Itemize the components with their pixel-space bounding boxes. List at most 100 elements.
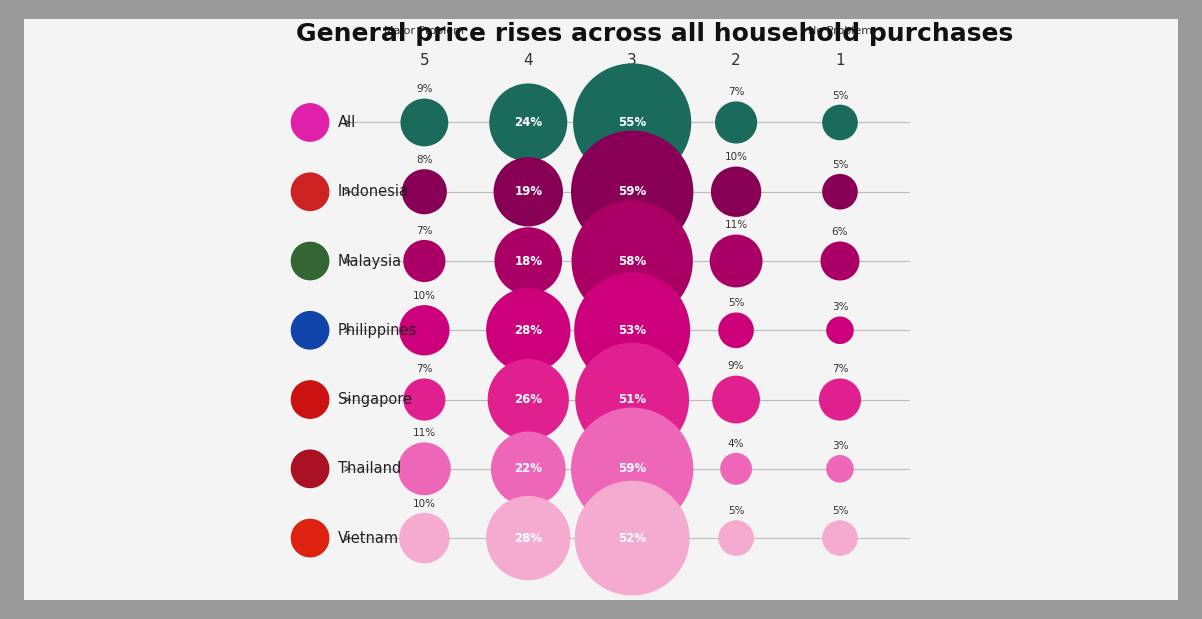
Text: 28%: 28% bbox=[514, 324, 542, 337]
Text: 3%: 3% bbox=[832, 441, 849, 451]
Text: 3: 3 bbox=[627, 53, 637, 68]
Text: 1: 1 bbox=[835, 53, 845, 68]
Circle shape bbox=[719, 313, 754, 348]
Circle shape bbox=[291, 104, 329, 141]
Circle shape bbox=[710, 167, 761, 217]
Text: 59%: 59% bbox=[618, 462, 647, 475]
Text: 53%: 53% bbox=[618, 324, 647, 337]
Text: All: All bbox=[338, 115, 356, 130]
Text: 5%: 5% bbox=[832, 506, 849, 516]
Circle shape bbox=[822, 174, 858, 210]
Text: 10%: 10% bbox=[412, 499, 436, 509]
Circle shape bbox=[571, 131, 694, 253]
Text: Major Problem: Major Problem bbox=[385, 26, 464, 36]
Circle shape bbox=[401, 169, 447, 214]
Text: 8%: 8% bbox=[416, 155, 433, 165]
Text: 4: 4 bbox=[523, 53, 532, 68]
Text: 5%: 5% bbox=[728, 506, 744, 516]
Text: 26%: 26% bbox=[514, 393, 542, 406]
Text: No Problem: No Problem bbox=[808, 26, 871, 36]
Circle shape bbox=[573, 63, 691, 181]
Text: 7%: 7% bbox=[416, 226, 433, 236]
Text: 52%: 52% bbox=[618, 532, 647, 545]
Text: 11%: 11% bbox=[412, 428, 436, 438]
Text: 3%: 3% bbox=[832, 302, 849, 313]
Text: Malaysia: Malaysia bbox=[338, 254, 401, 269]
Circle shape bbox=[712, 376, 760, 423]
Text: Thailand: Thailand bbox=[338, 461, 401, 476]
Circle shape bbox=[571, 408, 694, 530]
Text: Singapore: Singapore bbox=[338, 392, 412, 407]
Circle shape bbox=[404, 378, 446, 421]
Circle shape bbox=[291, 519, 329, 557]
Text: 6%: 6% bbox=[832, 227, 849, 237]
Text: 5%: 5% bbox=[728, 298, 744, 308]
Circle shape bbox=[575, 272, 690, 388]
Text: 9%: 9% bbox=[728, 361, 744, 371]
Circle shape bbox=[486, 496, 571, 580]
Circle shape bbox=[291, 450, 329, 488]
Circle shape bbox=[291, 380, 329, 419]
Text: 5: 5 bbox=[419, 53, 429, 68]
Text: Indonesia: Indonesia bbox=[338, 184, 409, 199]
Text: 10%: 10% bbox=[412, 291, 436, 301]
Circle shape bbox=[486, 288, 571, 373]
Circle shape bbox=[709, 235, 762, 287]
Text: 4%: 4% bbox=[728, 439, 744, 449]
Circle shape bbox=[291, 519, 329, 558]
Circle shape bbox=[494, 157, 563, 227]
Text: 7%: 7% bbox=[832, 365, 849, 374]
Circle shape bbox=[490, 431, 566, 506]
Text: 59%: 59% bbox=[618, 185, 647, 198]
Text: 51%: 51% bbox=[618, 393, 647, 406]
Circle shape bbox=[291, 381, 329, 418]
Circle shape bbox=[821, 241, 859, 280]
Text: 11%: 11% bbox=[725, 220, 748, 230]
Text: 7%: 7% bbox=[728, 87, 744, 97]
Text: 19%: 19% bbox=[514, 185, 542, 198]
Circle shape bbox=[720, 453, 752, 485]
Text: 55%: 55% bbox=[618, 116, 647, 129]
Circle shape bbox=[291, 172, 329, 211]
Circle shape bbox=[576, 343, 689, 456]
Circle shape bbox=[715, 102, 757, 144]
Circle shape bbox=[399, 513, 450, 563]
Circle shape bbox=[822, 521, 858, 556]
Circle shape bbox=[826, 455, 853, 483]
Text: Philippines: Philippines bbox=[338, 322, 417, 338]
Circle shape bbox=[571, 201, 692, 322]
Circle shape bbox=[291, 103, 329, 142]
Circle shape bbox=[291, 449, 329, 488]
Circle shape bbox=[400, 98, 448, 146]
Circle shape bbox=[291, 241, 329, 280]
Text: 2: 2 bbox=[731, 53, 740, 68]
Circle shape bbox=[404, 240, 446, 282]
FancyBboxPatch shape bbox=[12, 13, 1190, 606]
Circle shape bbox=[488, 359, 569, 440]
Text: General price rises across all household purchases: General price rises across all household… bbox=[296, 22, 1013, 46]
Circle shape bbox=[822, 105, 858, 141]
Circle shape bbox=[819, 378, 861, 421]
Text: 24%: 24% bbox=[514, 116, 542, 129]
Circle shape bbox=[826, 316, 853, 344]
Text: 9%: 9% bbox=[416, 84, 433, 95]
Text: 58%: 58% bbox=[618, 254, 647, 267]
Text: 7%: 7% bbox=[416, 365, 433, 374]
Text: 18%: 18% bbox=[514, 254, 542, 267]
Text: 28%: 28% bbox=[514, 532, 542, 545]
Circle shape bbox=[398, 443, 451, 495]
Circle shape bbox=[291, 311, 329, 350]
Circle shape bbox=[291, 173, 329, 210]
Circle shape bbox=[494, 227, 563, 295]
Circle shape bbox=[575, 480, 690, 595]
Circle shape bbox=[399, 305, 450, 355]
Circle shape bbox=[291, 311, 329, 349]
Text: 5%: 5% bbox=[832, 90, 849, 100]
Circle shape bbox=[291, 242, 329, 280]
Circle shape bbox=[489, 84, 567, 162]
Text: 5%: 5% bbox=[832, 160, 849, 170]
Text: Vietnam: Vietnam bbox=[338, 530, 399, 545]
Text: 22%: 22% bbox=[514, 462, 542, 475]
Circle shape bbox=[719, 521, 754, 556]
Text: 10%: 10% bbox=[725, 152, 748, 162]
